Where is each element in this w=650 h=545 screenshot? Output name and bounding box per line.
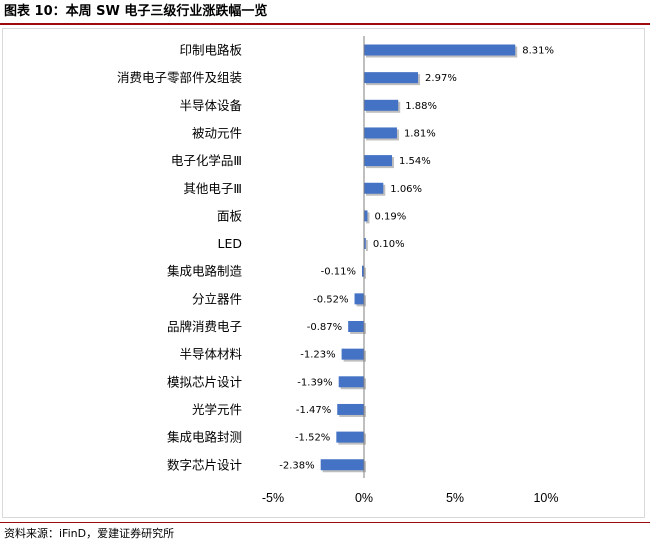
- category-label: 分立器件: [192, 291, 242, 306]
- category-label: 光学元件: [192, 402, 242, 417]
- bar-6: [364, 182, 384, 194]
- x-tick-label: 0%: [355, 491, 373, 505]
- value-label: 0.10%: [373, 239, 405, 250]
- bar-12: [341, 348, 364, 360]
- bar-shadow: [366, 240, 368, 252]
- category-label: 印制电路板: [179, 43, 242, 58]
- bar-14: [337, 403, 364, 415]
- bar-10: [354, 293, 364, 305]
- value-label: -1.52%: [295, 433, 330, 444]
- value-label: -1.39%: [297, 377, 332, 388]
- bar-shadow: [363, 267, 366, 279]
- value-label: 2.97%: [425, 73, 457, 84]
- category-label: 电子化学品Ⅲ: [171, 153, 242, 168]
- category-label: 面板: [217, 208, 243, 223]
- bar-5: [364, 155, 393, 167]
- category-label: 模拟芯片设计: [167, 374, 242, 389]
- value-label: 1.54%: [399, 156, 431, 167]
- category-label: 半导体材料: [179, 347, 242, 362]
- value-label: 0.19%: [374, 211, 406, 222]
- bar-16: [320, 459, 364, 471]
- value-label: 8.31%: [522, 46, 554, 57]
- title-rule: [0, 23, 650, 25]
- value-label: -1.23%: [300, 350, 335, 361]
- bar-4: [364, 127, 397, 139]
- bar-11: [348, 321, 364, 332]
- value-label: 1.06%: [390, 184, 422, 195]
- category-label: 消费电子零部件及组装: [117, 70, 242, 85]
- category-label: 被动元件: [192, 125, 242, 140]
- category-label: LED: [218, 236, 243, 251]
- value-label: -0.52%: [313, 294, 348, 305]
- category-label: 其他电子Ⅲ: [183, 181, 242, 196]
- value-label: -0.11%: [321, 267, 356, 278]
- source-rule: [0, 522, 650, 523]
- category-label: 半导体设备: [179, 98, 242, 113]
- source-note: 资料来源：iFinD，爱建证券研究所: [4, 527, 175, 540]
- figure-title: 图表 10：本周 SW 电子三级行业涨跌幅一览: [4, 4, 268, 19]
- bar-shadow: [366, 212, 370, 224]
- category-label: 数字芯片设计: [167, 457, 242, 472]
- x-tick-label: 10%: [533, 491, 558, 505]
- value-label: 1.88%: [405, 101, 437, 112]
- chart-frame: [2, 28, 645, 518]
- bar-1: [364, 44, 516, 56]
- bar-2: [364, 72, 419, 84]
- bar-13: [338, 376, 364, 388]
- x-tick-label: 5%: [446, 491, 464, 505]
- category-label: 集成电路封测: [167, 430, 242, 445]
- value-label: -0.87%: [307, 322, 342, 333]
- bar-3: [364, 99, 399, 111]
- bar-8: [364, 238, 366, 250]
- x-tick-label: -5%: [262, 491, 284, 505]
- bar-15: [336, 431, 364, 443]
- bar-9: [361, 265, 364, 277]
- category-label: 品牌消费电子: [167, 319, 242, 334]
- value-label: -1.47%: [296, 405, 331, 416]
- bar-7: [364, 210, 368, 222]
- value-label: 1.81%: [404, 128, 436, 139]
- value-label: -2.38%: [279, 460, 314, 471]
- category-label: 集成电路制造: [167, 264, 243, 279]
